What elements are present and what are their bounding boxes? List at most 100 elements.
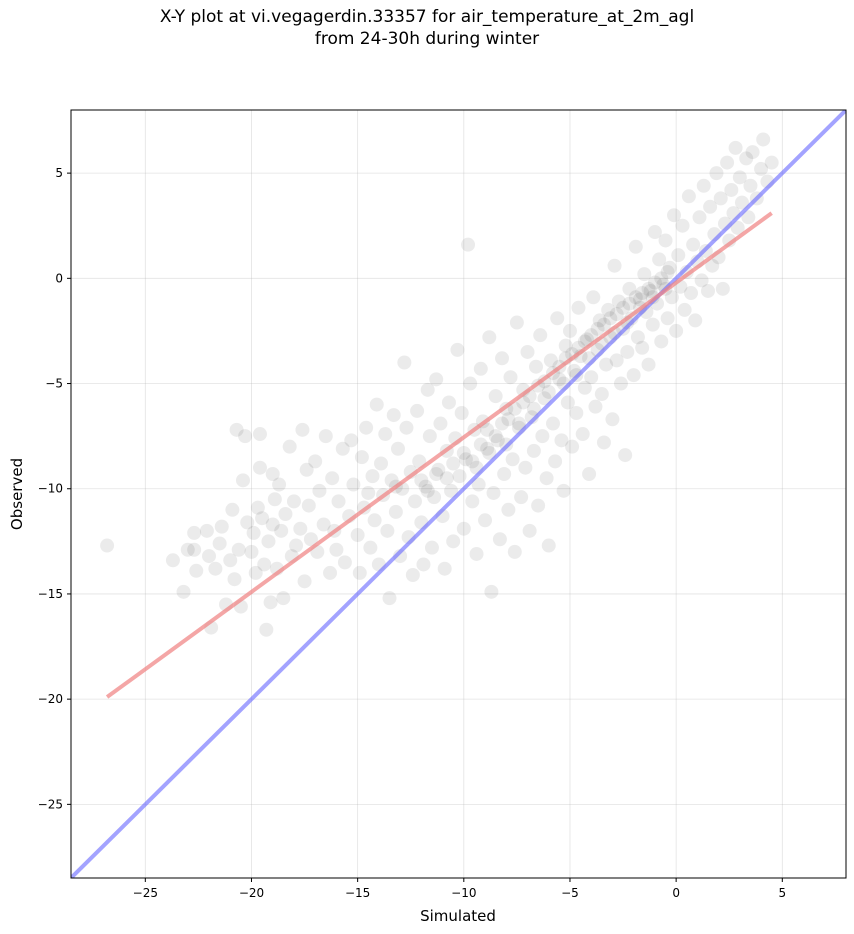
scatter-point (607, 258, 622, 273)
scatter-point (463, 376, 478, 391)
scatter-point (628, 239, 643, 254)
scatter-point (214, 519, 229, 534)
scatter-point (647, 225, 662, 240)
scatter-point (252, 427, 267, 442)
scatter-point (501, 502, 516, 517)
scatter-point (543, 353, 558, 368)
scatter-point (331, 494, 346, 509)
scatter-point (382, 591, 397, 606)
y-tick-label: −5 (45, 377, 63, 391)
scatter-point (756, 132, 771, 147)
scatter-point (681, 189, 696, 204)
scatter-point (526, 443, 541, 458)
scatter-point (694, 273, 709, 288)
scatter-point (471, 477, 486, 492)
y-tick-label: −10 (38, 482, 63, 496)
scatter-point (363, 540, 378, 555)
scatter-point (603, 311, 618, 326)
scatter-point (365, 469, 380, 484)
scatter-point (599, 357, 614, 372)
scatter-point (293, 521, 308, 536)
chart-title-line-2: from 24-30h during winter (314, 29, 540, 49)
scatter-point (386, 408, 401, 423)
scatter-point (509, 315, 524, 330)
scatter-point (709, 166, 724, 181)
scatter-point (259, 622, 274, 637)
scatter-point (764, 155, 779, 170)
scatter-point (700, 283, 715, 298)
scatter-point (384, 473, 399, 488)
scatter-point (522, 523, 537, 538)
scatter-point (180, 542, 195, 557)
scatter-point (626, 368, 641, 383)
scatter-point (571, 300, 586, 315)
x-tick-label: −10 (451, 886, 476, 900)
x-axis-ticks: −25 −20 −15 −10 −5 0 5 (133, 878, 786, 900)
scatter-points (100, 132, 779, 637)
scatter-point (622, 281, 637, 296)
scatter-point (433, 416, 448, 431)
scatter-point (643, 283, 658, 298)
scatter-point (696, 178, 711, 193)
scatter-point (658, 233, 673, 248)
chart-title-line-1: X-Y plot at vi.vegagerdin.33357 for air_… (159, 7, 695, 27)
scatter-point (446, 456, 461, 471)
scatter-point (652, 252, 667, 267)
x-axis-label: Simulated (420, 907, 496, 925)
scatter-point (212, 536, 227, 551)
scatter-point (359, 420, 374, 435)
scatter-point (316, 517, 331, 532)
scatter-point (637, 267, 652, 282)
scatter-point (312, 483, 327, 498)
scatter-point (526, 401, 541, 416)
scatter-point (176, 584, 191, 599)
scatter-point (713, 191, 728, 206)
scatter-point (596, 435, 611, 450)
scatter-point (684, 286, 698, 301)
scatter-point (308, 454, 323, 469)
scatter-point (495, 351, 510, 366)
scatter-point (495, 416, 510, 431)
scatter-point (295, 422, 310, 437)
scatter-point (410, 403, 425, 418)
scatter-point (541, 538, 556, 553)
scatter-point (556, 483, 571, 498)
scatter-point (473, 361, 488, 376)
y-axis-ticks: −25 −20 −15 −10 −5 0 5 (38, 166, 71, 811)
scatter-point (565, 439, 580, 454)
scatter-point (248, 565, 263, 580)
scatter-point (628, 290, 643, 305)
scatter-point (743, 178, 758, 193)
scatter-point (724, 182, 739, 197)
scatter-point (488, 429, 503, 444)
scatter-point (654, 334, 669, 349)
scatter-point (482, 445, 497, 460)
scatter-point (675, 218, 690, 233)
y-tick-label: 5 (55, 166, 63, 180)
scatter-point (722, 233, 737, 248)
scatter-point (225, 502, 240, 517)
scatter-point (250, 500, 265, 515)
scatter-point (480, 441, 495, 456)
scatter-point (588, 399, 603, 414)
scatter-point (541, 384, 556, 399)
scatter-point (490, 433, 505, 448)
scatter-point (235, 473, 250, 488)
scatter-point (507, 401, 522, 416)
scatter-point (261, 534, 276, 549)
scatter-point (323, 565, 338, 580)
scatter-point (265, 467, 280, 482)
x-tick-label: 5 (778, 886, 786, 900)
scatter-point (584, 328, 599, 343)
scatter-point (488, 389, 503, 404)
scatter-point (289, 538, 304, 553)
scatter-point (350, 528, 365, 543)
scatter-point (633, 292, 648, 307)
scatter-point (688, 313, 703, 328)
scatter-point (728, 140, 743, 155)
scatter-point (732, 170, 747, 185)
x-tick-label: 0 (672, 886, 680, 900)
identity-line (71, 110, 846, 878)
scatter-point (335, 441, 350, 456)
scatter-point (569, 405, 584, 420)
